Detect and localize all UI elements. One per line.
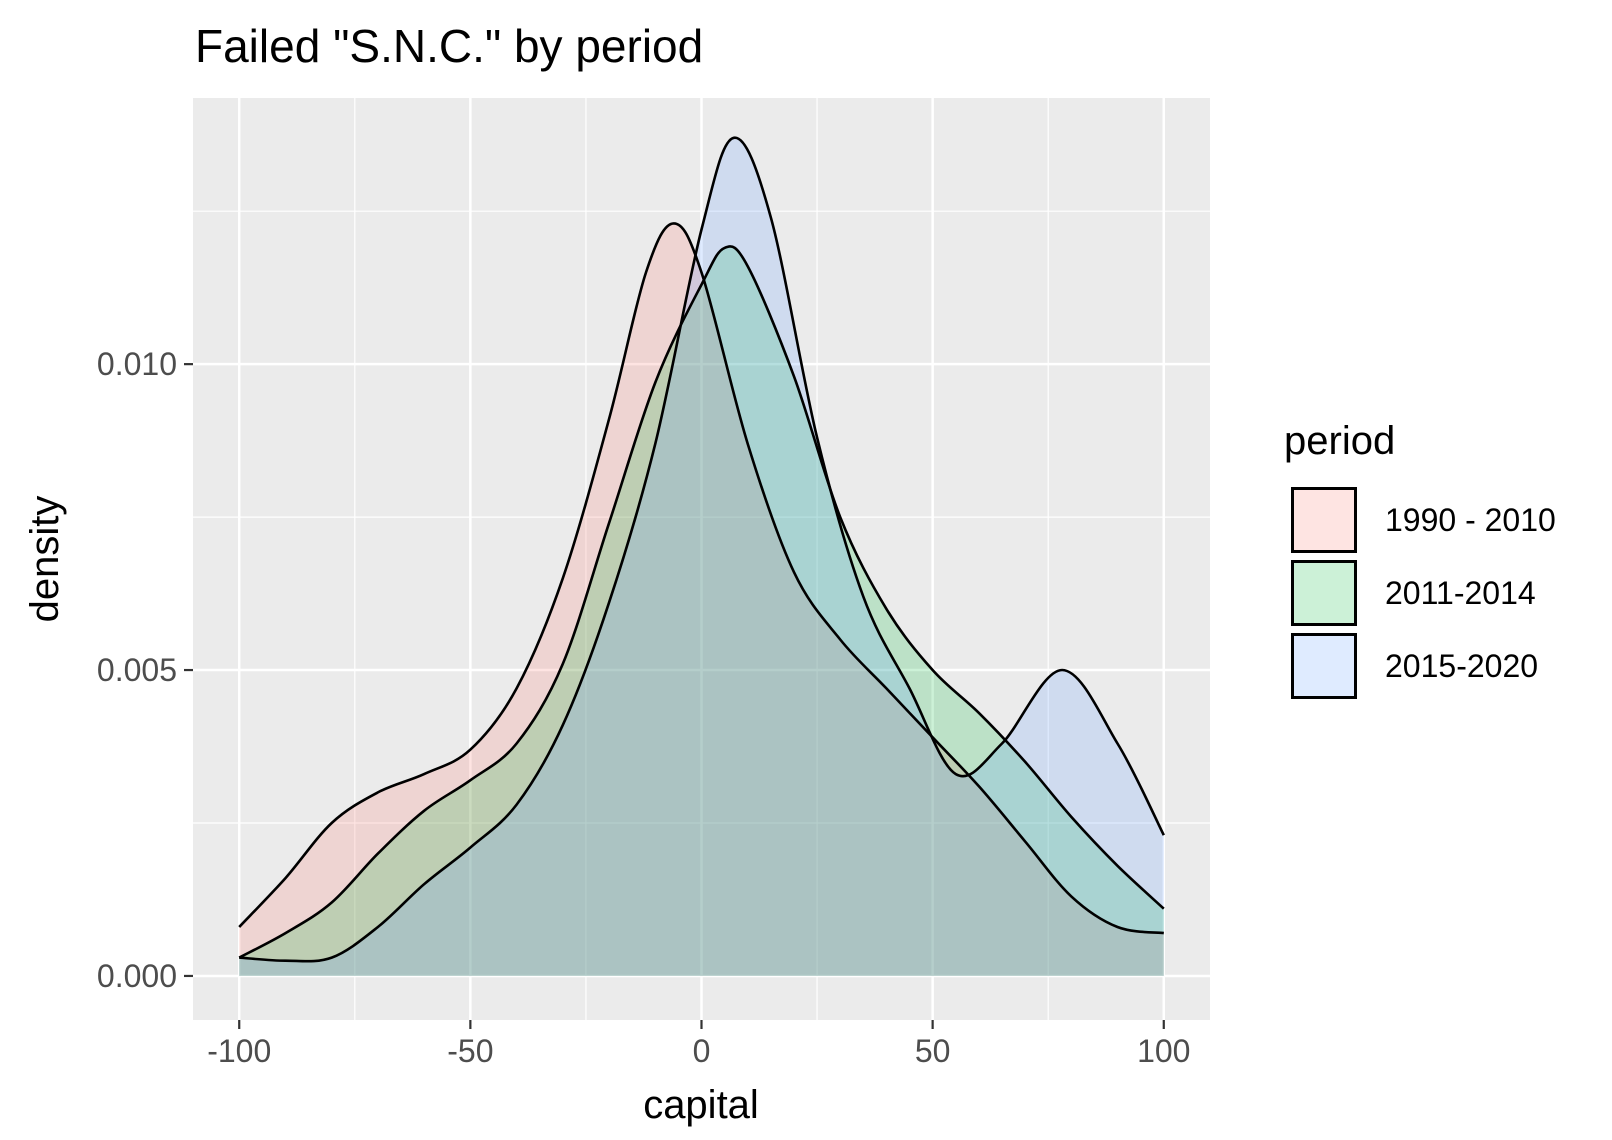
y-tick-label: 0.000	[97, 958, 177, 994]
y-axis: 0.000 0.005 0.010	[97, 346, 193, 994]
grid-lines	[193, 98, 1210, 1020]
x-tick-label: 0	[693, 1033, 711, 1069]
legend-swatch-2	[1291, 560, 1357, 626]
legend-key-bg	[1291, 487, 1357, 553]
density-line-2	[238, 245, 1165, 959]
x-tick-label: -50	[447, 1033, 493, 1069]
density-area-2	[239, 246, 1164, 976]
x-tick-label: 100	[1137, 1033, 1190, 1069]
legend-key-bg	[1291, 633, 1357, 699]
x-axis-title: capital	[643, 1083, 759, 1127]
legend-key-bg	[1291, 560, 1357, 626]
legend: period 1990 - 2010 2011-2014 2015-2020	[1284, 419, 1556, 699]
density-line-1	[238, 222, 1164, 935]
legend-swatch-1	[1291, 487, 1357, 553]
legend-label-1: 1990 - 2010	[1385, 502, 1556, 538]
density-line-3	[239, 136, 1165, 963]
density-area-1	[239, 223, 1164, 976]
density-areas	[238, 136, 1165, 976]
x-tick-label: -100	[207, 1033, 271, 1069]
x-tick-label: 50	[915, 1033, 951, 1069]
legend-label-2: 2011-2014	[1385, 575, 1536, 611]
legend-title: period	[1284, 419, 1395, 463]
chart-title: Failed "S.N.C." by period	[195, 20, 703, 72]
x-axis: -100 -50 0 50 100	[207, 1020, 1190, 1069]
legend-swatch-3	[1291, 633, 1357, 699]
density-area-3	[239, 137, 1164, 976]
y-axis-title: density	[23, 496, 67, 623]
y-tick-label: 0.005	[97, 652, 177, 688]
legend-label-3: 2015-2020	[1385, 648, 1538, 684]
y-tick-label: 0.010	[97, 346, 177, 382]
